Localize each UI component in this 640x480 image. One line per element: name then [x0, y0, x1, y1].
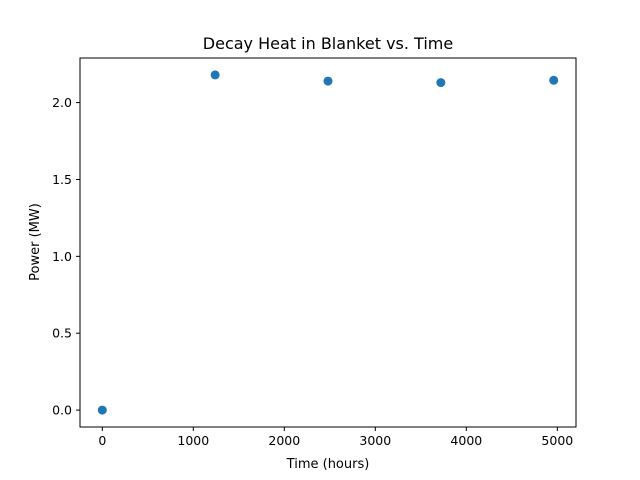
y-tick-label: 2.0 — [52, 95, 72, 110]
y-tick-label: 1.0 — [52, 249, 72, 264]
data-point — [97, 405, 107, 415]
chart-title: Decay Heat in Blanket vs. Time — [203, 34, 453, 53]
data-points — [97, 70, 559, 415]
data-point — [323, 76, 333, 86]
data-point — [210, 70, 220, 80]
x-axis: 0 1000 2000 3000 4000 5000 — [98, 427, 573, 448]
data-point — [436, 78, 446, 88]
y-axis-label: Power (MW) — [28, 203, 43, 281]
x-tick-label: 2000 — [268, 433, 300, 448]
x-tick-label: 0 — [98, 433, 106, 448]
y-tick-label: 1.5 — [52, 172, 72, 187]
x-tick-label: 4000 — [450, 433, 482, 448]
y-tick-label: 0.0 — [52, 403, 72, 418]
plot-area — [79, 57, 577, 428]
plot-frame — [79, 57, 577, 428]
x-tick-label: 5000 — [541, 433, 573, 448]
data-point — [549, 75, 559, 85]
x-tick-label: 3000 — [359, 433, 391, 448]
y-axis: 0.0 0.5 1.0 1.5 2.0 — [52, 95, 80, 418]
x-axis-label: Time (hours) — [286, 457, 370, 472]
y-tick-label: 0.5 — [52, 326, 72, 341]
x-tick-label: 1000 — [177, 433, 209, 448]
